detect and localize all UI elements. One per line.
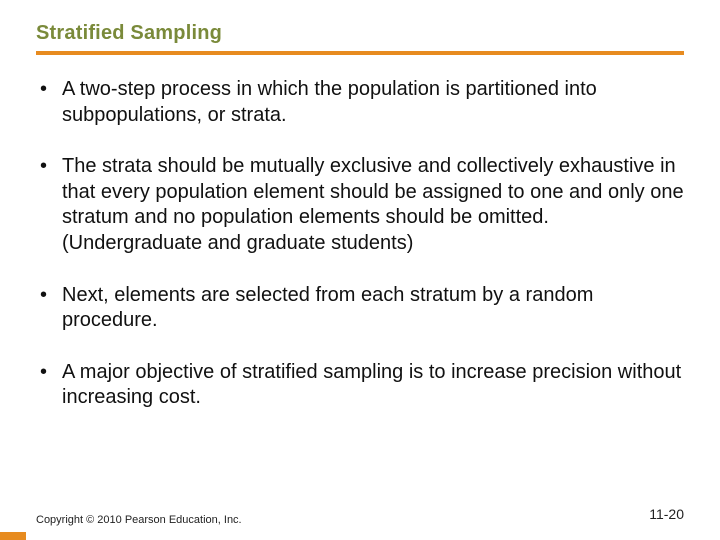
corner-accent (0, 532, 26, 540)
slide-title: Stratified Sampling (36, 22, 684, 55)
copyright-footer: Copyright © 2010 Pearson Education, Inc. (36, 514, 242, 526)
page-number: 11-20 (649, 506, 684, 522)
bullet-item: Next, elements are selected from each st… (36, 283, 684, 334)
slide: Stratified Sampling A two-step process i… (0, 0, 720, 540)
bullet-item: A two-step process in which the populati… (36, 77, 684, 128)
bullet-list: A two-step process in which the populati… (36, 77, 684, 411)
bullet-item: The strata should be mutually exclusive … (36, 154, 684, 256)
bullet-item: A major objective of stratified sampling… (36, 360, 684, 411)
